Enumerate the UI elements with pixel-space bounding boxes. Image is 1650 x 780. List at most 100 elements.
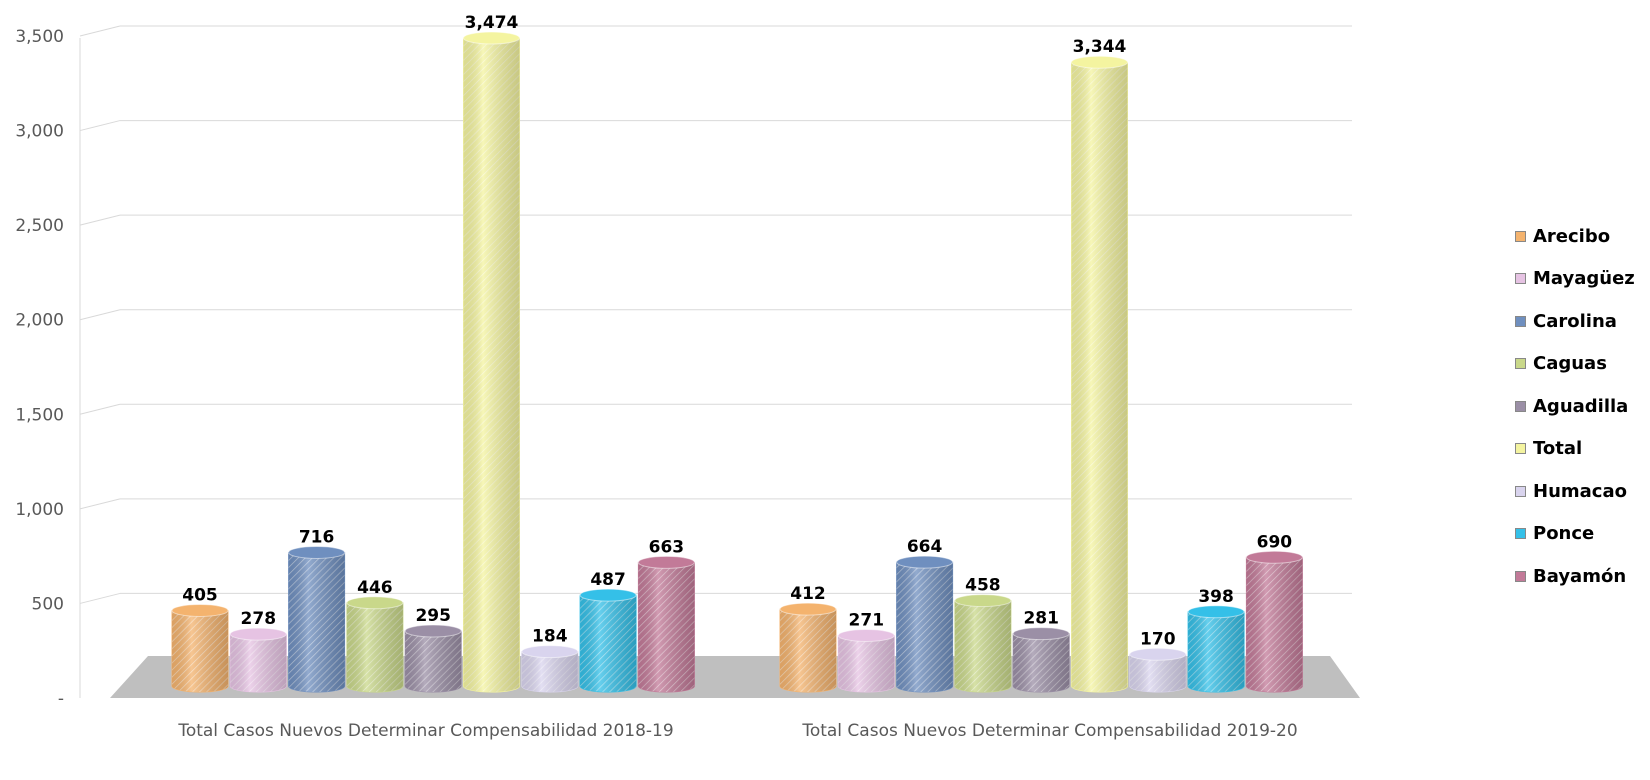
legend-swatch (1515, 528, 1526, 540)
data-label-humacao-1: 184 (532, 627, 568, 647)
bar-ponce-2 (1187, 605, 1245, 693)
bar-top (1129, 647, 1187, 661)
y-tick-label: 3,000 (15, 122, 64, 142)
bar-shade (521, 651, 578, 692)
bar-top (579, 588, 637, 602)
y-tick-label: - (58, 689, 64, 709)
legend-swatch (1515, 485, 1526, 497)
bar-top (404, 624, 462, 638)
legend-label: Arecibo (1533, 225, 1611, 247)
legend-item-humacao: Humacao (1515, 470, 1650, 513)
legend-swatch (1515, 230, 1526, 242)
bar-top (896, 555, 954, 569)
bar-shade (230, 634, 287, 692)
y-tick-label: 1,500 (15, 405, 64, 425)
bars (171, 31, 1303, 693)
legend-item-carolina: Carolina (1515, 300, 1650, 343)
bar-top (521, 645, 579, 659)
bar-shade (780, 609, 836, 692)
legend-label: Total (1533, 438, 1583, 460)
data-label-bayamon-2: 690 (1257, 532, 1293, 552)
bar-top (463, 31, 520, 45)
gridline-depth (79, 309, 121, 321)
data-label-arecibo-1: 405 (182, 585, 218, 605)
bar-bayamon-1 (637, 555, 695, 693)
legend-item-aguadilla: Aguadilla (1515, 385, 1650, 428)
gridline-depth (79, 214, 121, 226)
bar-arecibo-2 (779, 602, 837, 693)
bar-top (229, 627, 287, 641)
y-tick-label: 500 (32, 594, 64, 614)
legend-label: Mayagüez (1533, 268, 1635, 290)
bar-arecibo-1 (171, 603, 229, 693)
legend-item-total: Total (1515, 428, 1650, 471)
legend-item-caguas: Caguas (1515, 343, 1650, 386)
bar-caguas-1 (346, 596, 404, 693)
y-tick-label: 1,000 (15, 500, 64, 520)
x-category-label: Total Casos Nuevos Determinar Compensabi… (801, 721, 1297, 741)
data-label-carolina-2: 664 (907, 537, 943, 557)
bar-top (171, 603, 229, 617)
data-label-total-1: 3,474 (465, 13, 519, 33)
bar-aguadilla-2 (1012, 627, 1070, 693)
bar-shade (838, 635, 895, 692)
bar-top (837, 628, 895, 642)
legend-item-arecibo: Arecibo (1515, 215, 1650, 258)
x-category-label: Total Casos Nuevos Determinar Compensabi… (177, 721, 673, 741)
bar-top (1071, 55, 1128, 69)
bar-shade (405, 630, 462, 692)
legend-item-mayaguez: Mayagüez (1515, 258, 1650, 301)
data-label-humacao-2: 170 (1140, 629, 1176, 649)
data-label-arecibo-2: 412 (790, 584, 826, 604)
bar-shade (1071, 62, 1128, 692)
bar-mayaguez-2 (837, 628, 895, 693)
bar-shade (172, 610, 228, 692)
bar-shade (638, 562, 695, 692)
y-axis: - 500 1,000 1,500 2,000 2,500 3,000 3,500 (15, 27, 81, 709)
legend-swatch (1515, 315, 1526, 327)
data-label-caguas-2: 458 (965, 576, 1001, 596)
bar-shade (580, 595, 637, 692)
legend-label: Carolina (1533, 310, 1617, 332)
data-labels: 405 412 278 271 716 664 446 458 295 281 3,474 3,344… (182, 13, 1292, 649)
bar-shade (1013, 633, 1070, 692)
gridline-depth (79, 592, 121, 604)
data-label-total-2: 3,344 (1073, 37, 1127, 57)
bar-bayamon-2 (1245, 550, 1303, 693)
bar-top (1187, 605, 1245, 619)
bar-aguadilla-1 (404, 624, 462, 693)
gridline-depth (79, 25, 121, 37)
bar-humacao-1 (521, 645, 579, 693)
bar-caguas-2 (954, 594, 1012, 693)
y-tick-label: 2,000 (15, 311, 64, 331)
y-tick-label: 3,500 (15, 27, 64, 47)
bar-top (346, 596, 404, 610)
legend-swatch (1515, 273, 1526, 285)
bar-top (954, 594, 1012, 608)
bar-top (779, 602, 837, 616)
legend-label: Aguadilla (1533, 395, 1629, 417)
legend-item-bayamon: Bayamón (1515, 555, 1650, 598)
gridline-depth (79, 120, 121, 132)
data-label-ponce-2: 398 (1198, 587, 1234, 607)
data-label-aguadilla-2: 281 (1023, 609, 1059, 629)
data-label-ponce-1: 487 (590, 570, 626, 590)
bar-top (1245, 550, 1303, 564)
legend-label: Caguas (1533, 353, 1607, 375)
legend-swatch (1515, 570, 1526, 582)
data-label-mayaguez-1: 278 (241, 609, 277, 629)
data-label-carolina-1: 716 (299, 527, 335, 547)
gridlines (79, 25, 1352, 604)
gridline-depth (79, 498, 121, 510)
legend-label: Bayamón (1533, 565, 1627, 587)
bar-shade (346, 602, 403, 692)
data-label-aguadilla-1: 295 (415, 606, 451, 626)
bar-top (288, 545, 346, 559)
bar-total-2 (1071, 55, 1128, 693)
bar-ponce-1 (579, 588, 637, 693)
bar-total-1 (463, 31, 520, 693)
bar-shade (1129, 654, 1186, 692)
data-label-mayaguez-2: 271 (849, 610, 885, 630)
bar-shade (954, 600, 1011, 692)
